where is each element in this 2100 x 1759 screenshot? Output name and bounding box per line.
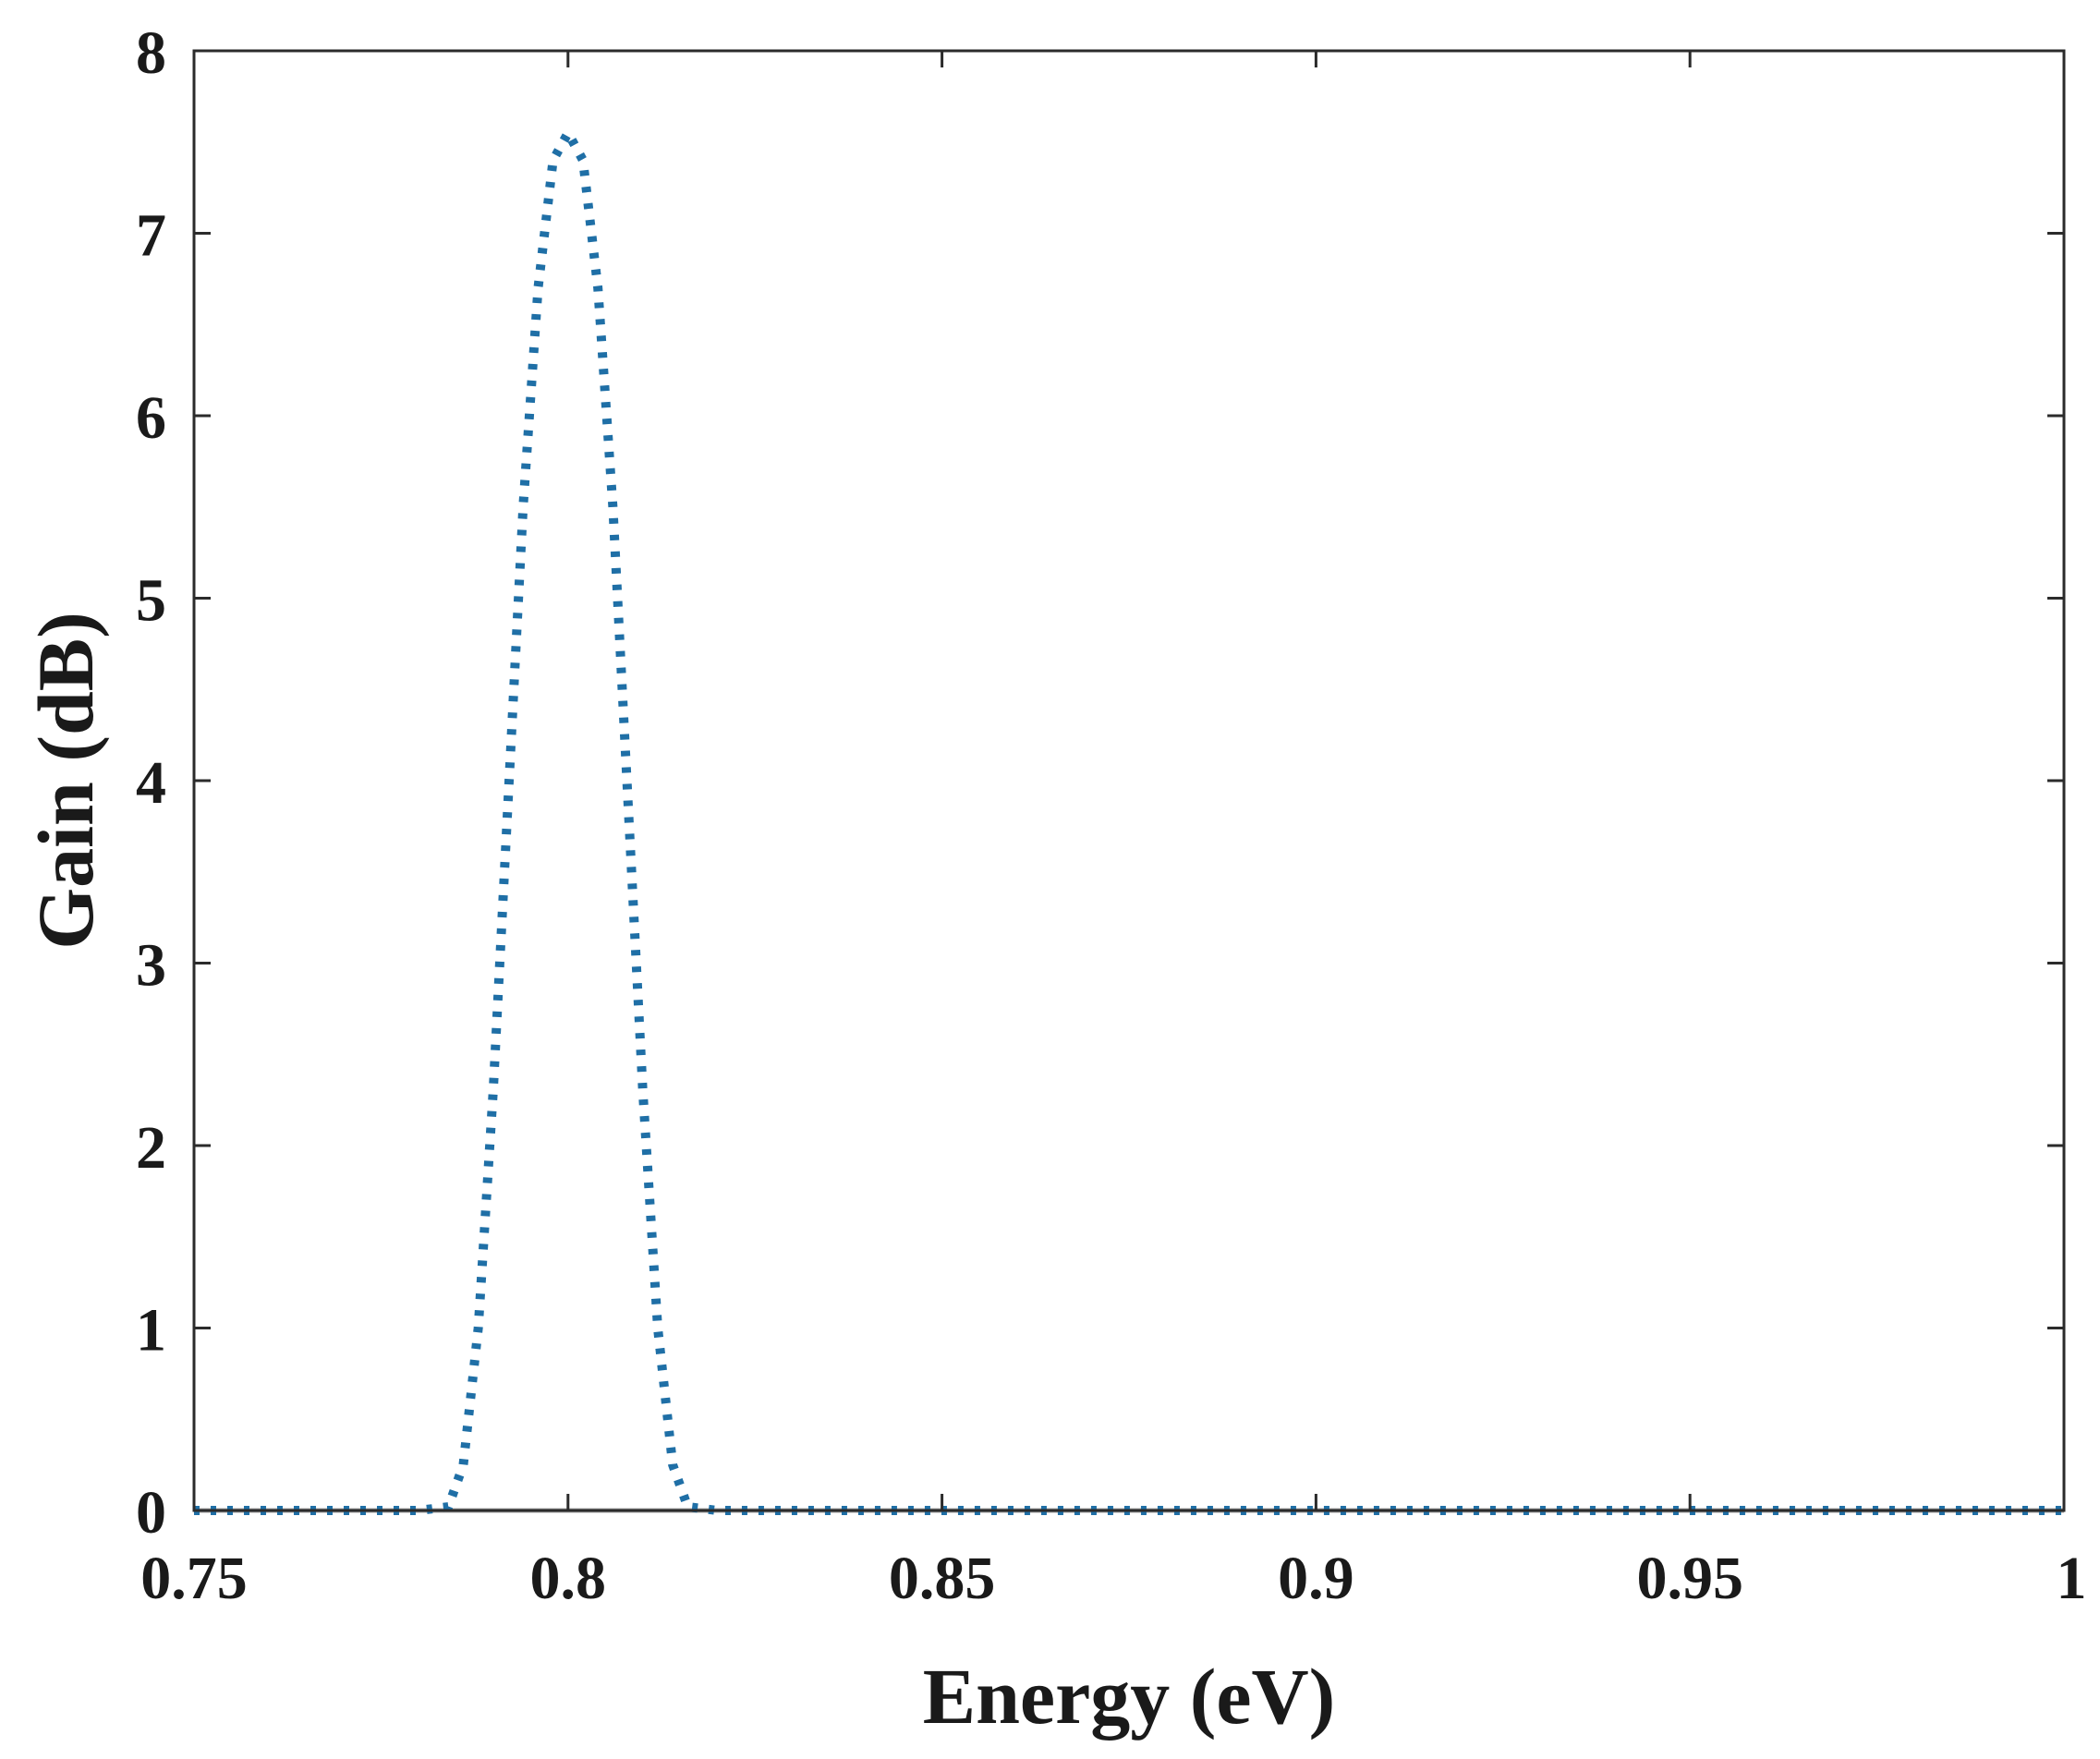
x-axis-label: Energy (eV) (923, 1652, 1336, 1741)
x-tick-label: 0.95 (1636, 1545, 1743, 1612)
y-tick-label: 7 (136, 202, 166, 270)
y-tick-label: 1 (136, 1297, 166, 1365)
x-tick-label: 0.8 (530, 1545, 607, 1612)
y-tick-label: 5 (136, 567, 166, 635)
y-tick-label: 8 (136, 19, 166, 87)
ticks-layer (192, 49, 2066, 1512)
x-tick-label: 0.85 (889, 1545, 996, 1612)
y-tick-label: 0 (136, 1479, 166, 1547)
x-tick-label: 0.75 (140, 1545, 248, 1612)
y-axis-label: Gain (dB) (21, 612, 110, 950)
x-tick-label: 0.9 (1278, 1545, 1354, 1612)
x-tick-label: 1 (2057, 1545, 2087, 1612)
y-tick-label: 4 (136, 749, 166, 817)
y-tick-label: 3 (136, 932, 166, 1000)
y-tick-label: 6 (136, 384, 166, 452)
y-tick-label: 2 (136, 1114, 166, 1182)
tick-labels-layer: 0.75 0.8 0.85 0.9 0.95 1 0 1 2 3 4 5 6 7 8 (136, 19, 2087, 1612)
